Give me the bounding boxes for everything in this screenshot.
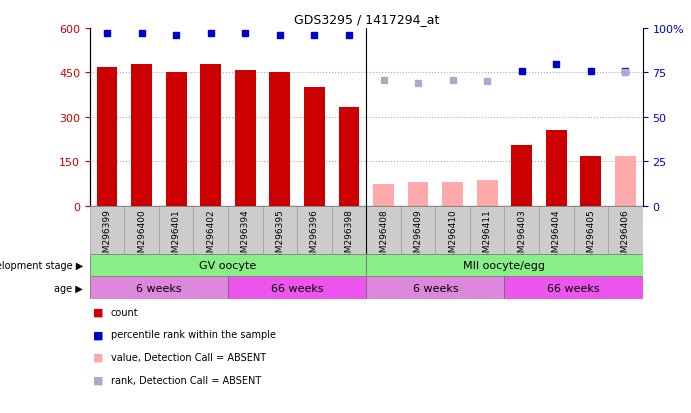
Text: rank, Detection Call = ABSENT: rank, Detection Call = ABSENT bbox=[111, 375, 261, 385]
Text: count: count bbox=[111, 307, 138, 317]
Bar bbox=[574, 206, 608, 254]
Text: GSM296401: GSM296401 bbox=[171, 209, 181, 263]
Bar bbox=[228, 277, 366, 299]
Bar bbox=[408, 183, 428, 206]
Bar bbox=[166, 73, 187, 206]
Bar bbox=[366, 277, 504, 299]
Bar bbox=[304, 88, 325, 206]
Text: GSM296402: GSM296402 bbox=[206, 209, 216, 263]
Text: ■: ■ bbox=[93, 330, 104, 339]
Bar bbox=[608, 206, 643, 254]
Text: 6 weeks: 6 weeks bbox=[136, 283, 182, 293]
Bar bbox=[228, 206, 263, 254]
Bar bbox=[539, 206, 574, 254]
Text: GSM296403: GSM296403 bbox=[517, 209, 527, 263]
Text: GSM296405: GSM296405 bbox=[586, 209, 596, 263]
Bar bbox=[615, 156, 636, 206]
Text: GSM296398: GSM296398 bbox=[344, 209, 354, 263]
Bar bbox=[366, 254, 643, 277]
Text: GSM296411: GSM296411 bbox=[482, 209, 492, 263]
Text: GV oocyte: GV oocyte bbox=[200, 260, 256, 271]
Bar bbox=[580, 156, 601, 206]
Text: percentile rank within the sample: percentile rank within the sample bbox=[111, 330, 276, 339]
Text: GSM296409: GSM296409 bbox=[413, 209, 423, 263]
Text: 66 weeks: 66 weeks bbox=[547, 283, 600, 293]
Text: age ▶: age ▶ bbox=[54, 283, 83, 293]
Text: GSM296400: GSM296400 bbox=[137, 209, 146, 263]
Bar bbox=[504, 206, 539, 254]
Bar bbox=[511, 146, 532, 206]
Bar bbox=[373, 184, 394, 206]
Bar bbox=[332, 206, 366, 254]
Text: GSM296395: GSM296395 bbox=[275, 209, 285, 263]
Text: GSM296399: GSM296399 bbox=[102, 209, 112, 263]
Text: GSM296406: GSM296406 bbox=[621, 209, 630, 263]
Text: GSM296410: GSM296410 bbox=[448, 209, 457, 263]
Text: ■: ■ bbox=[93, 352, 104, 362]
Bar bbox=[435, 206, 470, 254]
Bar bbox=[401, 206, 435, 254]
Text: ■: ■ bbox=[93, 307, 104, 317]
Bar bbox=[477, 180, 498, 206]
Bar bbox=[504, 277, 643, 299]
Text: development stage ▶: development stage ▶ bbox=[0, 260, 83, 271]
Text: MII oocyte/egg: MII oocyte/egg bbox=[464, 260, 545, 271]
Bar bbox=[124, 206, 159, 254]
Bar bbox=[269, 73, 290, 206]
Bar bbox=[263, 206, 297, 254]
Bar bbox=[90, 277, 228, 299]
Bar bbox=[442, 183, 463, 206]
Title: GDS3295 / 1417294_at: GDS3295 / 1417294_at bbox=[294, 13, 439, 26]
Text: ■: ■ bbox=[93, 375, 104, 385]
Text: value, Detection Call = ABSENT: value, Detection Call = ABSENT bbox=[111, 352, 265, 362]
Bar bbox=[470, 206, 504, 254]
Bar bbox=[200, 64, 221, 206]
Text: GSM296404: GSM296404 bbox=[551, 209, 561, 263]
Bar bbox=[90, 254, 366, 277]
Bar bbox=[546, 131, 567, 206]
Text: 6 weeks: 6 weeks bbox=[413, 283, 458, 293]
Bar bbox=[339, 107, 359, 206]
Bar bbox=[97, 67, 117, 206]
Text: GSM296396: GSM296396 bbox=[310, 209, 319, 263]
Text: 66 weeks: 66 weeks bbox=[271, 283, 323, 293]
Bar bbox=[297, 206, 332, 254]
Text: GSM296394: GSM296394 bbox=[240, 209, 250, 263]
Bar bbox=[131, 64, 152, 206]
Bar bbox=[366, 206, 401, 254]
Bar bbox=[235, 70, 256, 206]
Bar bbox=[159, 206, 193, 254]
Bar bbox=[90, 206, 124, 254]
Bar bbox=[193, 206, 228, 254]
Text: GSM296408: GSM296408 bbox=[379, 209, 388, 263]
